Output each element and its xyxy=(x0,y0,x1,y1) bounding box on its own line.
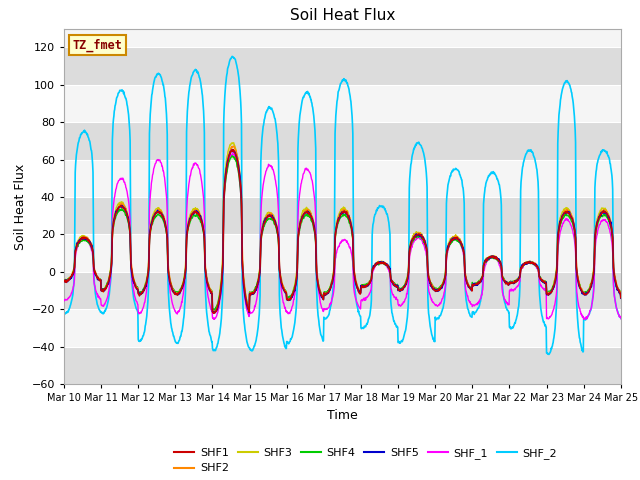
Y-axis label: Soil Heat Flux: Soil Heat Flux xyxy=(14,163,28,250)
Bar xyxy=(64,122,621,160)
Legend: SHF1, SHF2, SHF3, SHF4, SHF5, SHF_1, SHF_2: SHF1, SHF2, SHF3, SHF4, SHF5, SHF_1, SHF… xyxy=(170,444,561,478)
Title: Soil Heat Flux: Soil Heat Flux xyxy=(290,9,395,24)
Bar xyxy=(64,197,621,234)
Bar xyxy=(64,272,621,309)
Bar xyxy=(64,48,621,85)
Bar xyxy=(64,347,621,384)
Text: TZ_fmet: TZ_fmet xyxy=(72,38,122,52)
X-axis label: Time: Time xyxy=(327,408,358,421)
